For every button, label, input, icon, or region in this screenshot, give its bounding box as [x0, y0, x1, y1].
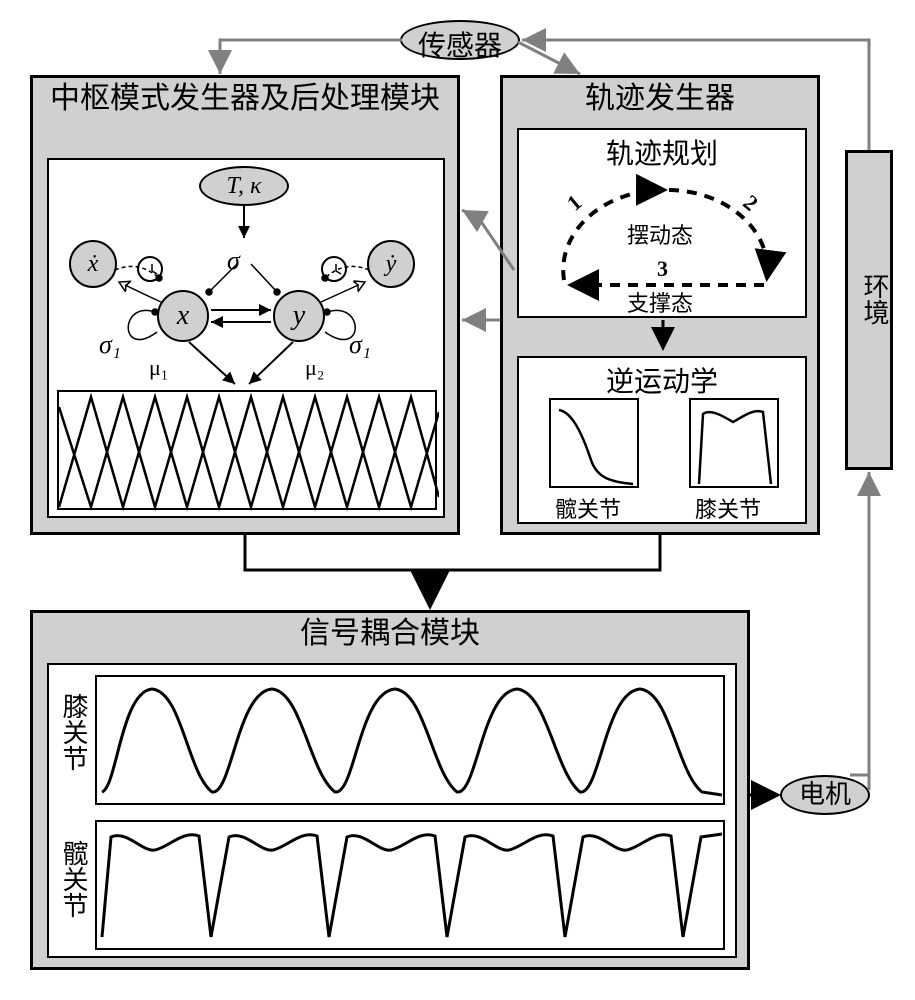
gait-3: 3: [657, 256, 668, 282]
gait-2: 2: [738, 190, 763, 217]
node-x: x: [157, 290, 209, 342]
sigma-center: σ: [227, 246, 240, 276]
diagram-canvas: 传感器 中枢模式发生器及后处理模块 T, κ ẋ ẏ: [20, 20, 895, 980]
plan-to-ik-arrow: [643, 318, 683, 358]
support-label: 支撑态: [627, 286, 693, 318]
gait-1: 1: [562, 190, 587, 217]
env-label: 环境: [856, 273, 893, 325]
cpg-panel: 中枢模式发生器及后处理模块 T, κ ẋ ẏ: [30, 75, 460, 535]
ik-box: 逆运动学 髋关节 膝关节: [517, 356, 807, 524]
hip-mini-plot: [549, 398, 639, 488]
coupling-knee-label: 膝关节: [55, 693, 92, 771]
motor-label: 电机: [799, 780, 851, 809]
knee-wave-box: [95, 675, 725, 805]
traj-title: 轨迹发生器: [503, 78, 817, 119]
coupling-hip-label: 髋关节: [55, 840, 92, 918]
mu1: μ₁: [149, 355, 168, 381]
hip-mini-label: 髋关节: [555, 492, 621, 524]
node-xdot: ẋ: [69, 240, 117, 288]
traj-plan-box: 轨迹规划 1 2 3 摆动态 支撑态: [517, 128, 807, 318]
y-text: y: [293, 300, 305, 331]
cpg-title: 中枢模式发生器及后处理模块: [33, 78, 457, 119]
ydot-text: ẏ: [386, 251, 397, 277]
cpg-waveform-svg: [59, 392, 439, 512]
node-y: y: [273, 290, 325, 342]
knee-mini-label: 膝关节: [695, 492, 761, 524]
cpg-inner: T, κ ẋ ẏ: [47, 158, 445, 518]
node-ydot: ẏ: [367, 240, 415, 288]
swing-label: 摆动态: [627, 218, 693, 250]
plan-title: 轨迹规划: [519, 132, 805, 172]
ik-title: 逆运动学: [519, 360, 805, 400]
coupling-inner: 膝关节 髋关节: [47, 663, 737, 958]
clock-right: [321, 256, 347, 282]
x-text: x: [177, 300, 189, 331]
sensor-label: 传感器: [418, 31, 502, 62]
knee-mini-plot: [689, 398, 779, 488]
sigma1-left: σ₁: [99, 330, 121, 360]
coupling-title: 信号耦合模块: [33, 613, 747, 654]
sensor-node: 传感器: [400, 20, 520, 60]
params-ellipse: T, κ: [199, 166, 289, 206]
coupling-panel: 信号耦合模块 膝关节 髋关节: [30, 610, 750, 970]
clock-left: [137, 256, 163, 282]
params-text: T, κ: [226, 173, 261, 199]
xdot-text: ẋ: [88, 251, 99, 277]
cpg-waveform-box: [57, 390, 437, 510]
sigma1-right: σ₁: [349, 330, 371, 360]
motor-node: 电机: [780, 775, 870, 815]
traj-panel: 轨迹发生器 轨迹规划 1 2 3 摆动态 支撑态: [500, 75, 820, 535]
hip-wave-box: [95, 820, 725, 950]
mu2: μ₂: [305, 355, 324, 381]
env-panel: 环境: [845, 150, 893, 470]
